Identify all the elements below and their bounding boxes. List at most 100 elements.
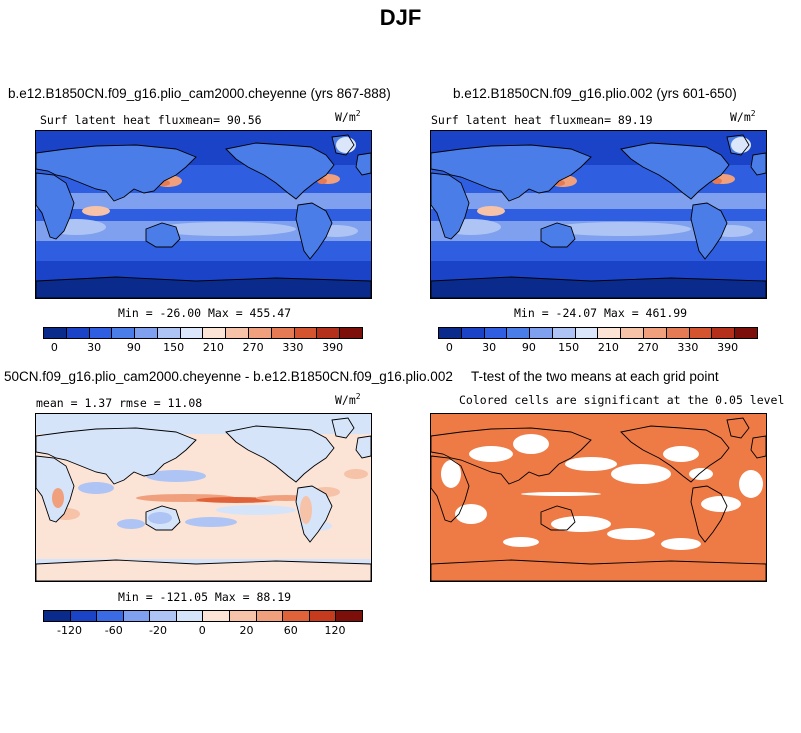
coastline bbox=[431, 455, 470, 523]
non-significant-region bbox=[663, 446, 699, 462]
non-significant-region bbox=[607, 528, 655, 540]
coastline bbox=[620, 142, 730, 200]
panel4-note: Colored cells are significant at the 0.0… bbox=[459, 393, 785, 407]
land-fill bbox=[691, 203, 727, 259]
colorbar-swatch bbox=[271, 328, 295, 338]
coastline bbox=[145, 222, 181, 248]
coastline bbox=[355, 435, 371, 459]
coastline bbox=[540, 505, 576, 531]
colorbar-tick-label: 150 bbox=[163, 341, 185, 354]
land-fill bbox=[36, 145, 196, 201]
colorbar-swatch bbox=[735, 328, 757, 338]
colorbar-tick-label: 90 bbox=[521, 341, 536, 354]
coastline bbox=[295, 202, 333, 260]
subtropical-high-south bbox=[551, 222, 691, 236]
colorbar-swatch bbox=[340, 328, 362, 338]
antarctica-fill bbox=[431, 277, 766, 298]
land-fill bbox=[356, 153, 371, 175]
colorbar-tick-label: 270 bbox=[242, 341, 264, 354]
coastline bbox=[331, 134, 355, 156]
colorbar-swatch bbox=[226, 328, 250, 338]
colorbar-tick-label: 270 bbox=[637, 341, 659, 354]
anomaly-region bbox=[117, 519, 145, 529]
colorbar-tick-label: 30 bbox=[87, 341, 102, 354]
land-fill bbox=[751, 153, 766, 175]
colorbar-swatch bbox=[89, 328, 113, 338]
panel3-map bbox=[35, 413, 372, 582]
colorbar-swatch bbox=[230, 611, 257, 621]
non-significant-region bbox=[503, 537, 539, 547]
colorbar-swatch bbox=[66, 328, 90, 338]
non-significant-region bbox=[565, 457, 617, 471]
coastline bbox=[295, 485, 333, 543]
colorbar-tick-label: 150 bbox=[558, 341, 580, 354]
coastline bbox=[431, 559, 766, 581]
panel2-colorbar bbox=[438, 327, 758, 339]
non-significant-region bbox=[441, 460, 461, 488]
coastline bbox=[225, 142, 335, 200]
colorbar-swatch bbox=[712, 328, 736, 338]
colorbar-swatch bbox=[249, 328, 272, 338]
figure-title: DJF bbox=[379, 5, 422, 30]
non-significant-region bbox=[521, 492, 601, 496]
colorbar-swatch bbox=[70, 611, 98, 621]
land-fill bbox=[36, 428, 196, 484]
colorbar-swatch bbox=[461, 328, 485, 338]
panel2-title: b.e12.B1850CN.f09_g16.plio.002 (yrs 601-… bbox=[453, 86, 737, 101]
land-fill bbox=[431, 145, 591, 201]
colorbar-swatch bbox=[157, 328, 181, 338]
colorbar-swatch bbox=[621, 328, 645, 338]
non-significant-region bbox=[611, 464, 671, 484]
colorbar-tick-label: 60 bbox=[283, 624, 298, 637]
colorbar-swatch bbox=[123, 611, 151, 621]
anomaly-region bbox=[185, 517, 237, 527]
colorbar-swatch bbox=[317, 328, 341, 338]
arabian-sea-warm bbox=[477, 206, 505, 216]
colorbar-swatch bbox=[180, 328, 204, 338]
antarctica-fill bbox=[36, 560, 371, 581]
colorbar-swatch bbox=[256, 611, 284, 621]
colorbar-swatch bbox=[294, 328, 318, 338]
colorbar-swatch bbox=[598, 328, 622, 338]
panel2-stat-label: Surf latent heat fluxmean= 89.19 bbox=[431, 113, 653, 127]
anomaly-region bbox=[78, 482, 114, 494]
coastline bbox=[36, 455, 75, 523]
arabian-sea-warm bbox=[82, 206, 110, 216]
colorbar-tick-label: -20 bbox=[149, 624, 167, 637]
colorbar-tick-label: 390 bbox=[322, 341, 344, 354]
non-significant-region bbox=[661, 538, 701, 550]
colorbar-swatch bbox=[112, 328, 136, 338]
panel3-minmax: Min = -121.05 Max = 88.19 bbox=[118, 590, 292, 604]
coastline bbox=[540, 222, 576, 248]
coastline bbox=[36, 276, 371, 298]
colorbar-tick-label: 120 bbox=[324, 624, 346, 637]
panel2-map bbox=[430, 130, 767, 299]
non-significant-region bbox=[469, 446, 513, 462]
coastline bbox=[36, 427, 197, 485]
coastline bbox=[225, 425, 335, 483]
land-fill bbox=[296, 203, 332, 259]
coastline bbox=[431, 172, 470, 240]
anomaly-region bbox=[196, 497, 276, 503]
coastline bbox=[690, 202, 728, 260]
colorbar-swatch bbox=[484, 328, 508, 338]
non-significant-region bbox=[701, 496, 741, 512]
coastline bbox=[36, 144, 197, 202]
land-fill bbox=[356, 436, 371, 458]
colorbar-tick-label: -120 bbox=[57, 624, 82, 637]
colorbar-swatch bbox=[336, 611, 362, 621]
land-fill bbox=[146, 223, 180, 247]
colorbar-tick-label: 330 bbox=[677, 341, 699, 354]
colorbar-tick-label: 330 bbox=[282, 341, 304, 354]
coastline bbox=[36, 172, 75, 240]
panel1-title: b.e12.B1850CN.f09_g16.plio_cam2000.cheye… bbox=[8, 86, 391, 101]
panel3-title: 50CN.f09_g16.plio_cam2000.cheyenne - b.e… bbox=[4, 369, 453, 384]
non-significant-region bbox=[551, 516, 611, 532]
coastline bbox=[690, 485, 728, 543]
greenland-fill bbox=[731, 137, 751, 153]
colorbar-swatch bbox=[44, 611, 71, 621]
land-fill bbox=[621, 143, 729, 199]
colorbar-tick-label: -60 bbox=[104, 624, 123, 637]
panel1-units: W/m2 bbox=[335, 109, 361, 124]
land-fill bbox=[332, 418, 354, 438]
